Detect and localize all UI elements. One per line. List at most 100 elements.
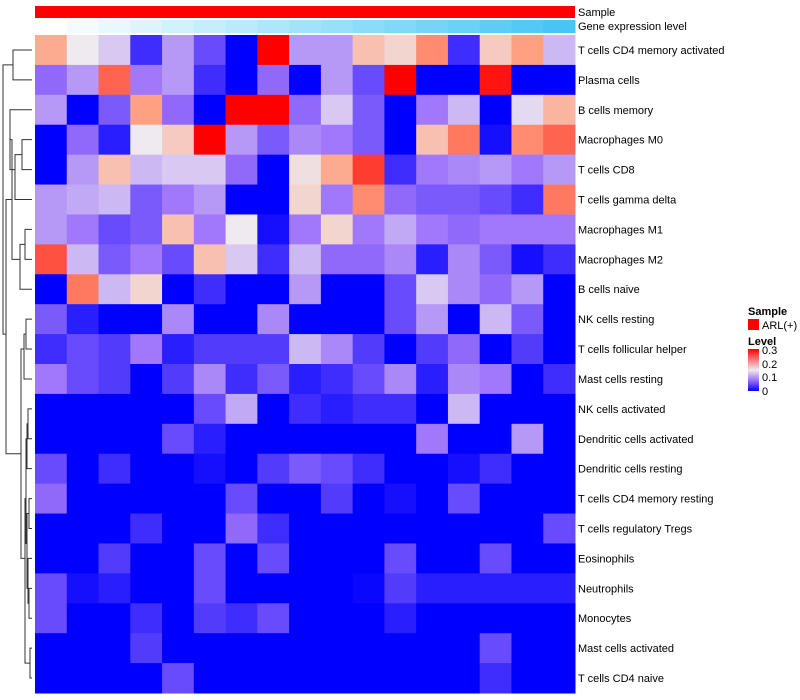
dendrogram-branch <box>20 348 25 559</box>
heatmap-cell <box>257 573 290 604</box>
heatmap-cell <box>66 543 100 574</box>
heatmap-cell <box>352 663 385 694</box>
heatmap-cell <box>416 633 449 664</box>
heatmap-cell <box>35 603 68 634</box>
row-labels: T cells CD4 memory activated Plasma cells… <box>578 45 725 685</box>
heatmap-cell <box>35 483 68 515</box>
heatmap-cell <box>384 483 417 515</box>
dendrogram-branch <box>5 199 21 455</box>
heatmap-cell <box>98 573 131 604</box>
heatmap-cell <box>511 513 544 544</box>
expression-annotation-cell <box>130 20 163 33</box>
heatmap-cell <box>98 154 131 186</box>
heatmap-cell <box>289 393 322 425</box>
row-label: T cells follicular helper <box>578 344 687 356</box>
heatmap-cell <box>98 543 131 574</box>
heatmap-cell <box>193 603 227 634</box>
heatmap-cell <box>543 483 576 515</box>
heatmap-cell <box>35 393 68 425</box>
heatmap-cell <box>543 573 576 604</box>
heatmap-cell <box>352 94 385 126</box>
row-label: T cells CD4 naive <box>578 673 664 685</box>
heatmap-cell <box>384 94 417 126</box>
row-label: T cells regulatory Tregs <box>578 524 693 536</box>
heatmap-cell <box>384 633 417 664</box>
heatmap-cell <box>511 543 544 574</box>
heatmap-cell <box>447 573 481 604</box>
heatmap-cell <box>98 214 131 245</box>
heatmap-cell <box>416 274 449 305</box>
heatmap-cell <box>162 184 195 215</box>
heatmap-cell <box>35 274 68 305</box>
heatmap-cell <box>66 35 100 66</box>
heatmap-cell <box>384 663 417 694</box>
heatmap-cell <box>98 334 131 365</box>
heatmap-cell <box>416 573 449 604</box>
heatmap-cell <box>416 124 449 156</box>
heatmap-cell <box>193 393 227 425</box>
heatmap-cell <box>479 603 512 634</box>
heatmap-cell <box>320 154 354 186</box>
heatmap-cell <box>447 304 481 335</box>
heatmap-cell <box>257 543 290 574</box>
heatmap-cell <box>289 483 322 515</box>
row-label: Macrophages M0 <box>578 135 663 147</box>
legend-sample-title: Sample <box>748 306 787 318</box>
heatmap-cell <box>193 35 227 66</box>
heatmap-cell <box>543 393 576 425</box>
heatmap-cell <box>35 184 68 215</box>
heatmap-cell <box>543 663 576 694</box>
legend-tick: 0.2 <box>762 359 777 371</box>
heatmap-cell <box>384 124 417 156</box>
heatmap-cell <box>257 663 290 694</box>
heatmap-cell <box>479 483 512 515</box>
dendrogram-branch <box>24 228 32 260</box>
heatmap-cell <box>193 64 227 96</box>
heatmap-cell <box>193 124 227 156</box>
heatmap-cell <box>98 184 131 215</box>
heatmap-cell <box>416 304 449 335</box>
heatmap-cell <box>130 64 163 96</box>
heatmap-cell <box>289 423 322 455</box>
heatmap-cell <box>416 513 449 544</box>
heatmap-cell <box>35 35 68 66</box>
heatmap-cell <box>479 184 512 215</box>
heatmap-cell <box>66 334 100 365</box>
heatmap-cell <box>447 364 481 395</box>
heatmap-cell <box>352 184 385 215</box>
heatmap-cell <box>225 603 258 634</box>
heatmap-cell <box>289 334 322 365</box>
heatmap-cell <box>162 663 195 694</box>
row-label: Monocytes <box>578 613 632 625</box>
heatmap-cell <box>384 334 417 365</box>
heatmap-cell <box>543 214 576 245</box>
heatmap-cell <box>225 304 258 335</box>
expression-annotation-cell <box>66 20 100 33</box>
heatmap-cell <box>479 513 512 544</box>
heatmap-cell <box>130 573 163 604</box>
heatmap-cell <box>447 543 481 574</box>
heatmap-cell <box>98 274 131 305</box>
heatmap-cell <box>384 64 417 96</box>
heatmap-cell <box>447 334 481 365</box>
heatmap-cell <box>35 304 68 335</box>
dendrogram-branch <box>25 318 32 350</box>
heatmap-cell <box>66 64 100 96</box>
heatmap-cell <box>225 64 258 96</box>
expression-annotation-cell <box>543 20 576 33</box>
heatmap-cell <box>479 274 512 305</box>
heatmap-cell <box>66 244 100 275</box>
dendrogram-branch <box>27 408 32 440</box>
heatmap-cell <box>543 184 576 215</box>
heatmap-cell <box>479 573 512 604</box>
heatmap-cell <box>193 214 227 245</box>
heatmap-cell <box>130 364 163 395</box>
dendrogram-branch <box>23 333 32 380</box>
heatmap-cell <box>511 184 544 215</box>
heatmap-cell <box>225 244 258 275</box>
heatmap-cell <box>289 513 322 544</box>
heatmap-cell <box>320 334 354 365</box>
heatmap-cell <box>384 393 417 425</box>
row-label: B cells naive <box>578 284 640 296</box>
